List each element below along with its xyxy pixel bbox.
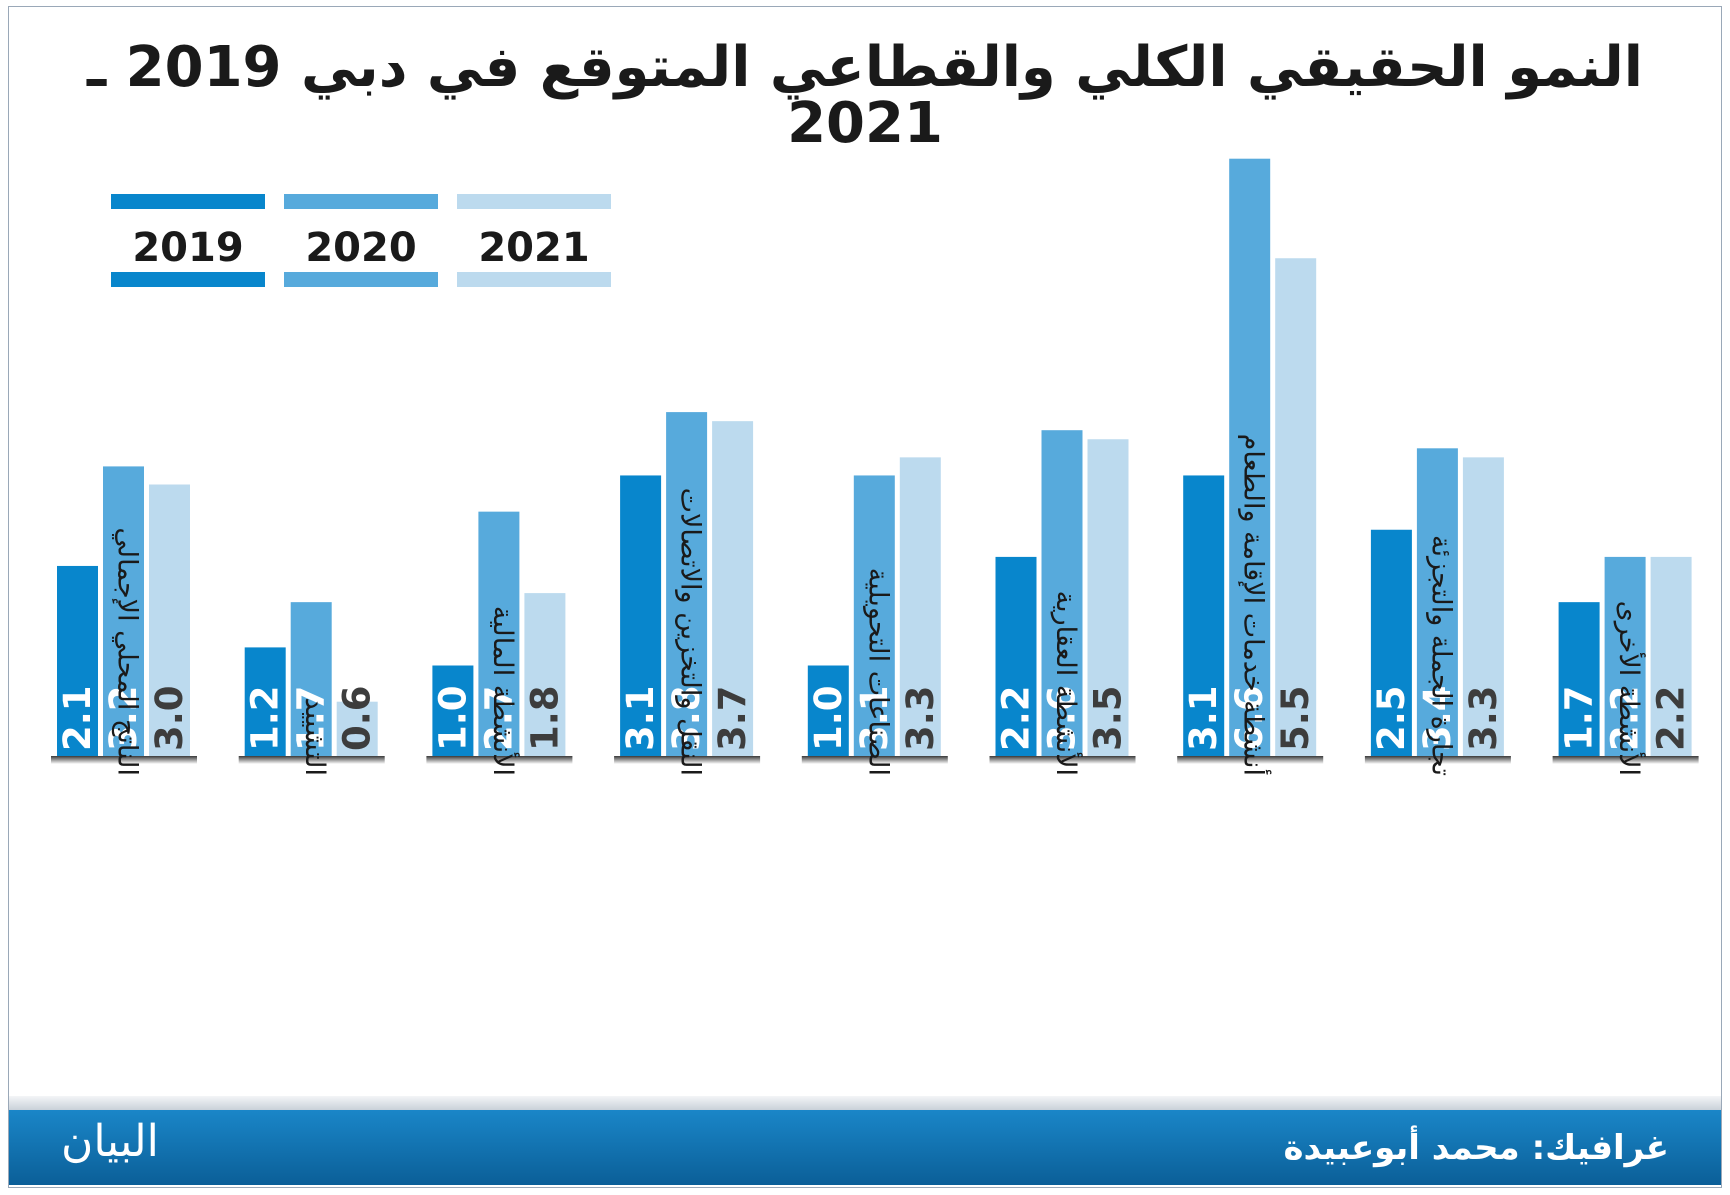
group-base bbox=[1177, 756, 1324, 764]
value-label-2020-6: 3.6 bbox=[1041, 685, 1084, 751]
legend-label-2019: 2019 bbox=[132, 225, 243, 271]
bar-2020-1 bbox=[103, 466, 144, 756]
bar-2019-3 bbox=[432, 665, 474, 756]
value-label-2021-5: 3.3 bbox=[899, 685, 942, 751]
legend: 2019 2020 2021 bbox=[111, 194, 611, 287]
legend-bar-bottom-2020 bbox=[284, 272, 438, 287]
bar-2021-6 bbox=[1087, 439, 1129, 756]
bar-2021-2 bbox=[336, 701, 378, 756]
legend-bar-bottom-2021 bbox=[457, 272, 611, 287]
group-base bbox=[51, 756, 197, 764]
value-label-2020-8: 3.4 bbox=[1416, 685, 1459, 751]
bar-2020-2 bbox=[290, 602, 332, 756]
legend-bar-top-2020 bbox=[284, 194, 438, 209]
legend-label-2020: 2020 bbox=[305, 225, 416, 271]
category-label-9: الأنشطة الأخرى bbox=[1613, 601, 1647, 776]
chart-title: النمو الحقيقي الكلي والقطاعي المتوقع في … bbox=[87, 35, 1644, 156]
bar-2021-5 bbox=[899, 457, 941, 756]
group-base bbox=[1364, 756, 1511, 764]
bar-2020-3 bbox=[478, 511, 520, 756]
value-label-2021-9: 2.2 bbox=[1650, 685, 1693, 751]
bars: 2.1 3.2 3.0 1.2 1.7 0.6 1.0 2.7 1.8 3.1 3.8 3.7 1.0 3… bbox=[51, 158, 1699, 764]
value-label-2019-4: 3.1 bbox=[619, 685, 662, 751]
value-label-2020-4: 3.8 bbox=[665, 685, 708, 751]
value-label-2021-8: 3.3 bbox=[1462, 685, 1505, 751]
bar-chart: 2019 2020 2021 2.1 3.2 3.0 1.2 1.7 0.6 1.0 2.7 1.8… bbox=[51, 158, 1699, 776]
bar-2020-9 bbox=[1604, 556, 1646, 756]
value-label-2020-7: 6.6 bbox=[1228, 685, 1271, 751]
bar-2021-7 bbox=[1275, 258, 1317, 756]
bar-2019-7 bbox=[1183, 475, 1225, 756]
bar-2019-8 bbox=[1370, 529, 1412, 756]
category-label-2: التشييد bbox=[299, 698, 330, 776]
footer-divider bbox=[9, 1096, 1721, 1110]
value-label-2019-1: 2.1 bbox=[56, 685, 99, 751]
group-base bbox=[989, 756, 1136, 764]
category-label-1: الناتج المحلي الإجمالي bbox=[112, 527, 143, 776]
bar-2019-2 bbox=[244, 647, 286, 756]
value-label-2019-9: 1.7 bbox=[1558, 685, 1601, 751]
value-label-2021-7: 5.5 bbox=[1274, 685, 1317, 751]
bar-2019-9 bbox=[1558, 602, 1600, 756]
value-label-2019-5: 1.0 bbox=[807, 685, 850, 751]
bar-2020-7 bbox=[1229, 158, 1271, 756]
bar-2020-4 bbox=[666, 412, 708, 756]
value-label-2020-9: 2.2 bbox=[1604, 685, 1647, 751]
bar-2020-6 bbox=[1041, 430, 1083, 756]
value-label-2019-6: 2.2 bbox=[995, 685, 1038, 751]
legend-bar-top-2019 bbox=[111, 194, 265, 209]
value-label-2021-1: 3.0 bbox=[148, 685, 191, 751]
legend-bar-bottom-2019 bbox=[111, 272, 265, 287]
bar-2021-9 bbox=[1650, 556, 1692, 756]
group-base bbox=[801, 756, 948, 764]
bar-2021-3 bbox=[524, 593, 566, 756]
value-label-2019-2: 1.2 bbox=[244, 685, 287, 751]
value-label-2020-1: 3.2 bbox=[102, 685, 145, 751]
category-labels: الناتج المحلي الإجمالي التشييد الأنشطة الم… bbox=[112, 434, 1648, 776]
category-label-8: تجارة الجملة والتجزئة bbox=[1425, 535, 1456, 776]
value-label-2019-7: 3.1 bbox=[1182, 685, 1225, 751]
value-label-2021-6: 3.5 bbox=[1087, 685, 1130, 751]
bar-2021-8 bbox=[1462, 457, 1504, 756]
bar-2021-1 bbox=[149, 484, 190, 756]
bar-2019-6 bbox=[995, 556, 1037, 756]
value-label-2019-8: 2.5 bbox=[1370, 685, 1413, 751]
group-base bbox=[238, 756, 385, 764]
bar-2019-1 bbox=[57, 565, 98, 756]
bar-2019-5 bbox=[807, 665, 849, 756]
group-base bbox=[614, 756, 761, 764]
legend-label-2021: 2021 bbox=[478, 225, 589, 271]
legend-bar-top-2021 bbox=[457, 194, 611, 209]
value-label-2020-5: 3.1 bbox=[853, 685, 896, 751]
value-label-2020-3: 2.7 bbox=[477, 685, 520, 751]
bar-2019-4 bbox=[620, 475, 662, 756]
value-label-2021-4: 3.7 bbox=[711, 685, 754, 751]
bar-2020-5 bbox=[853, 475, 895, 756]
graphic-credit: غرافيك: محمد أبوعبيدة bbox=[1283, 1128, 1669, 1168]
category-label-6: الأنشطة العقارية bbox=[1050, 591, 1084, 776]
category-label-7: أنشطة خدمات الإقامة والطعام bbox=[1238, 434, 1273, 776]
category-label-3: الأنشطة المالية bbox=[487, 606, 521, 776]
footer-bar: غرافيك: محمد أبوعبيدة البيان bbox=[9, 1110, 1721, 1185]
value-label-2021-2: 0.6 bbox=[336, 685, 379, 751]
value-label-2021-3: 1.8 bbox=[523, 685, 566, 751]
category-label-4: النقل والتخزين والاتصالات bbox=[675, 488, 706, 776]
group-base bbox=[1552, 756, 1699, 764]
albayan-logo: البيان bbox=[61, 1116, 159, 1167]
bar-2021-4 bbox=[712, 421, 754, 756]
group-base bbox=[426, 756, 573, 764]
category-label-5: الصناعات التحويلية bbox=[862, 568, 893, 776]
value-label-2019-3: 1.0 bbox=[431, 685, 474, 751]
bar-2020-8 bbox=[1416, 448, 1458, 756]
value-label-2020-2: 1.7 bbox=[290, 685, 333, 751]
